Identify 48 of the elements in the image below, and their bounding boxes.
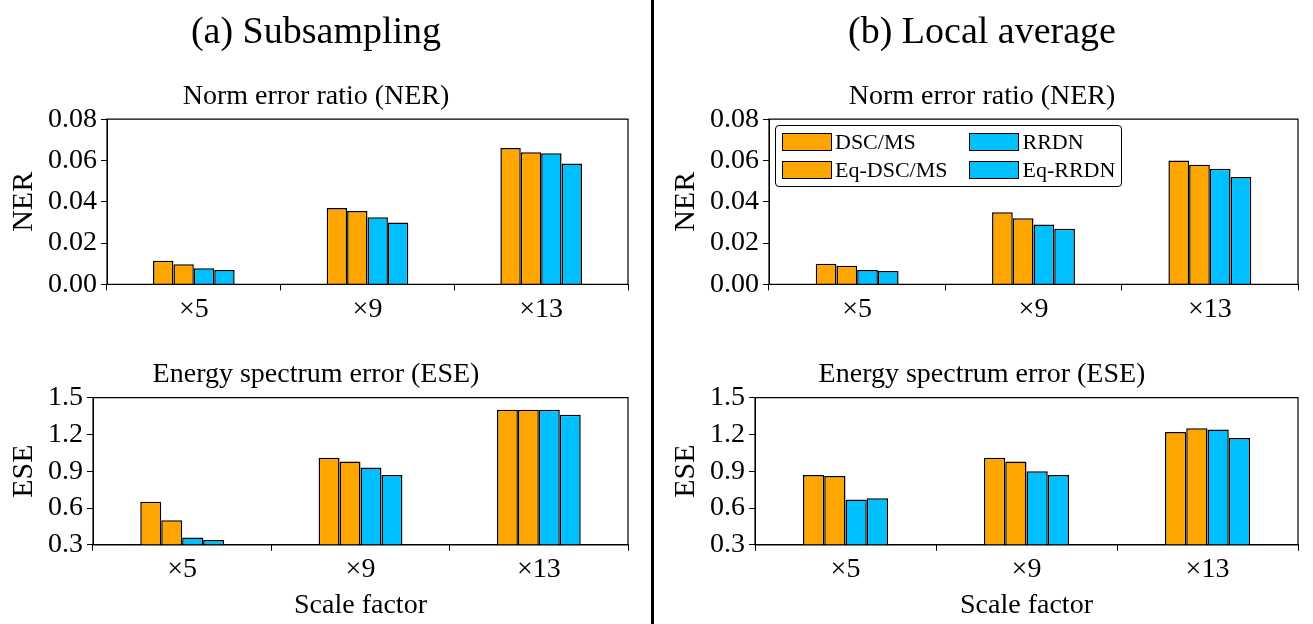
x-tick-label: ×5 [830, 551, 861, 583]
x-axis-title: Scale factor [960, 587, 1094, 619]
y-tick-label: 0.6 [48, 490, 83, 522]
y-tick-label: 0.08 [48, 101, 97, 133]
x-tick-label: ×13 [1187, 291, 1232, 323]
x-tick-label: ×5 [178, 291, 209, 323]
y-tick-label: 0.6 [710, 490, 745, 522]
chart-title: Energy spectrum error (ESE) [152, 357, 480, 389]
y-tick-label: 0.00 [48, 266, 97, 298]
y-axis-title: NER [666, 171, 700, 232]
y-tick-label: 1.2 [710, 416, 745, 448]
y-tick-label: 0.02 [48, 225, 97, 257]
chart-title: Energy spectrum error (ESE) [818, 357, 1146, 389]
x-axis-title: Scale factor [294, 587, 428, 619]
x-tick-label: ×9 [345, 551, 376, 583]
y-tick-label: 0.06 [48, 142, 97, 174]
chart-subtitle: Norm error ratio (NER) [848, 78, 1116, 110]
legend-label: DSC/MS [835, 129, 916, 156]
legend-label: Eq-RRDN [1022, 157, 1116, 184]
x-tick-label: ×9 [1011, 551, 1042, 583]
x-tick-label: ×9 [1018, 291, 1049, 323]
y-tick-label: 0.00 [710, 266, 759, 298]
y-tick-label: 1.5 [48, 379, 83, 411]
y-tick-label: 0.06 [710, 142, 759, 174]
x-tick-label: ×13 [516, 551, 561, 583]
x-tick-label: ×9 [352, 291, 383, 323]
x-tick-label: ×13 [1185, 551, 1230, 583]
y-axis-title: NER [4, 171, 38, 232]
x-tick-label: ×5 [167, 551, 198, 583]
y-axis-title: ESE [666, 444, 700, 498]
y-tick-label: 1.5 [710, 379, 745, 411]
chart-title: (a) Subsampling [190, 8, 442, 52]
y-tick-label: 0.04 [48, 184, 97, 216]
y-tick-label: 0.04 [710, 184, 759, 216]
y-axis-title: ESE [4, 444, 38, 498]
y-tick-label: 0.02 [710, 225, 759, 257]
legend-label: Eq-DSC/MS [835, 157, 948, 184]
y-tick-label: 0.08 [710, 101, 759, 133]
chart-subtitle: Norm error ratio (NER) [182, 78, 450, 110]
chart-title: (b) Local average [848, 8, 1116, 52]
legend-label: RRDN [1022, 129, 1084, 156]
x-tick-label: ×13 [519, 291, 564, 323]
y-tick-label: 0.9 [710, 453, 745, 485]
y-tick-label: 0.3 [48, 527, 83, 559]
x-tick-label: ×5 [842, 291, 873, 323]
y-tick-label: 0.9 [48, 453, 83, 485]
y-tick-label: 0.3 [710, 527, 745, 559]
y-tick-label: 1.2 [48, 416, 83, 448]
